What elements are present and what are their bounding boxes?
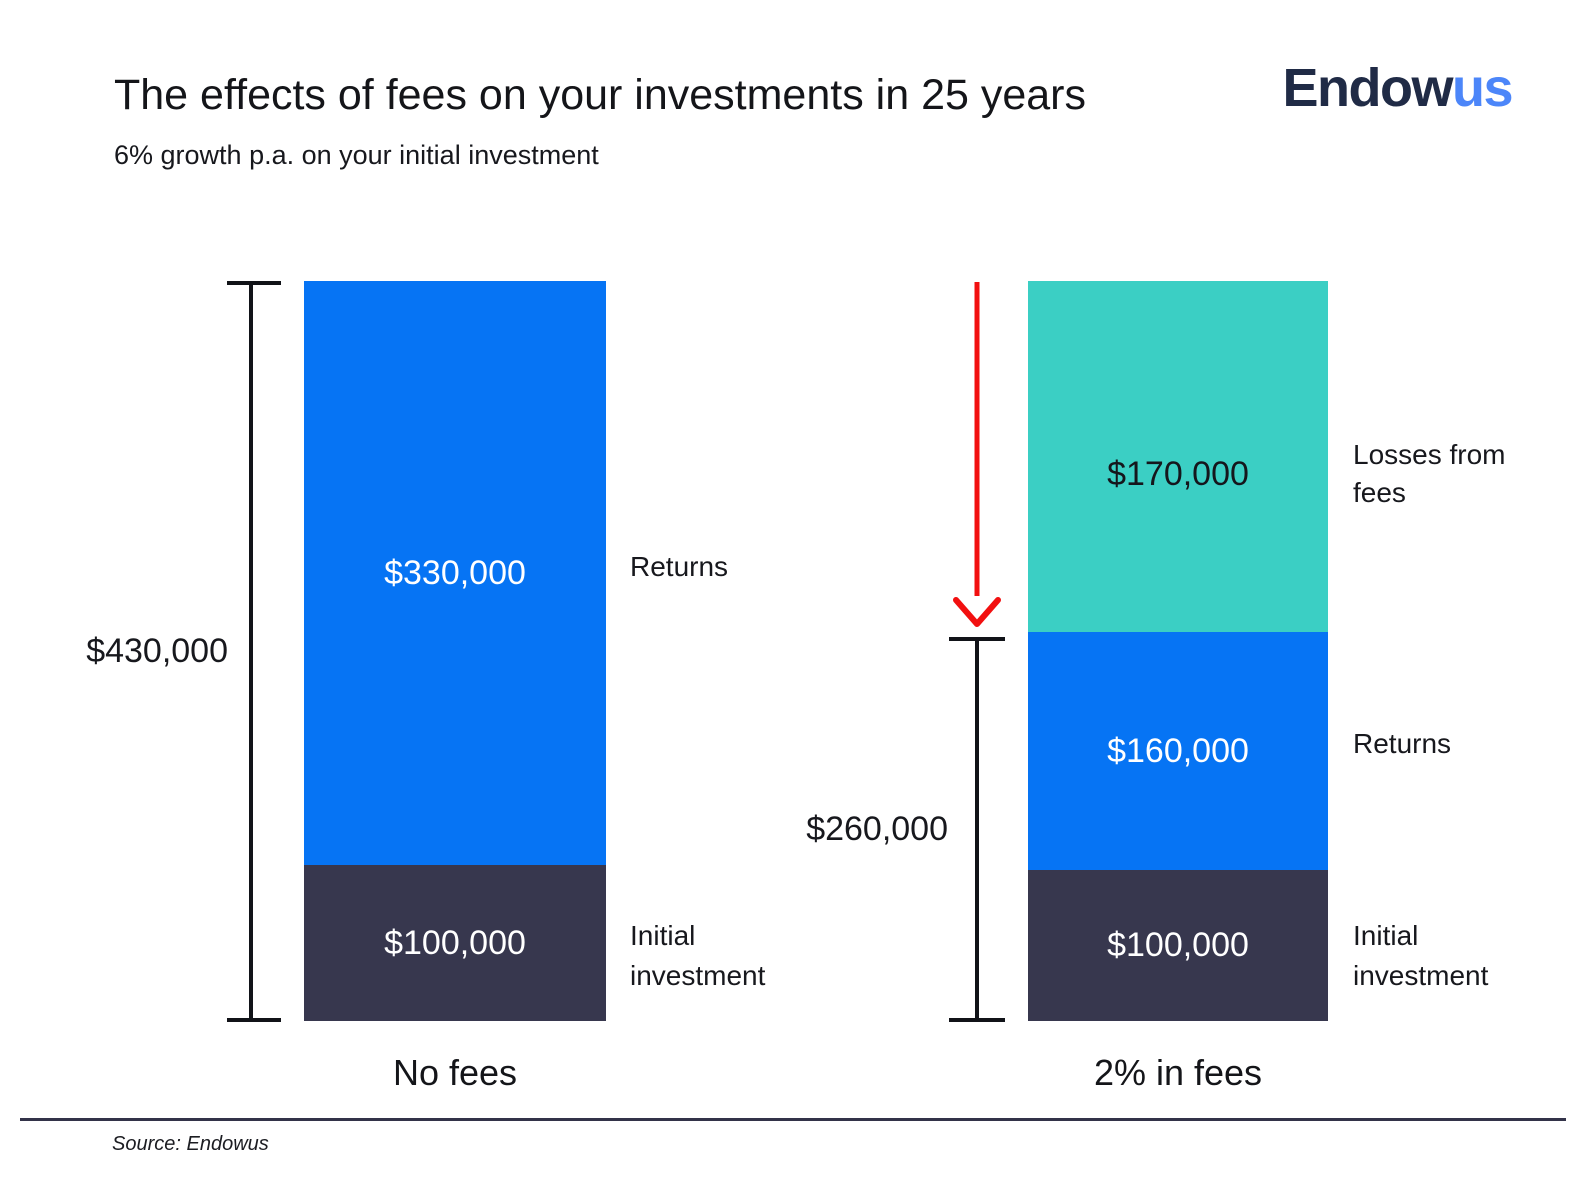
logo-text-us: us (1451, 58, 1514, 118)
right-bracket-bottom-tick (949, 1018, 1005, 1022)
loss-arrow-icon (953, 282, 1001, 627)
no-fees-axis-label: No fees (392, 1052, 518, 1093)
fees-initial-segment: $100,000 (1028, 870, 1328, 1021)
no-fees-returns-segment: $330,000 (304, 281, 606, 865)
no-fees-returns-label: Returns (630, 551, 729, 582)
fees-losses-value: $170,000 (1107, 455, 1249, 493)
logo-text-endow: Endow (1282, 58, 1453, 118)
right-total-label: $260,000 (806, 810, 948, 848)
page-title: The effects of fees on your investments … (114, 71, 1086, 119)
left-bracket-top-tick (227, 281, 281, 285)
left-total-label: $430,000 (86, 632, 228, 670)
no-fees-bar: $330,000 $100,000 (304, 281, 606, 1021)
source-text: Source: Endowus (112, 1133, 269, 1155)
endowus-logo: Endowus (1256, 58, 1514, 118)
left-bracket-bottom-tick (227, 1018, 281, 1022)
no-fees-initial-label: Initial investment (630, 920, 766, 991)
no-fees-returns-value: $330,000 (384, 553, 526, 592)
fees-axis-label: 2% in fees (1093, 1052, 1263, 1093)
fees-initial-label: Initial investment (1353, 920, 1489, 991)
fees-returns-value: $160,000 (1107, 731, 1249, 770)
fees-losses-segment: $170,000 (1028, 281, 1328, 632)
fees-bar: $170,000 $160,000 $100,000 (1028, 281, 1328, 1021)
fees-losses-label: Losses from fees (1353, 439, 1506, 508)
footer-divider (20, 1118, 1566, 1121)
left-bracket-line (249, 281, 253, 1022)
right-bracket-line (975, 637, 979, 1022)
no-fees-initial-value: $100,000 (384, 923, 526, 962)
right-bracket-top-tick (949, 637, 1005, 641)
page-subtitle: 6% growth p.a. on your initial investmen… (114, 140, 599, 170)
fees-returns-label: Returns (1353, 728, 1452, 759)
fees-returns-segment: $160,000 (1028, 632, 1328, 870)
fees-initial-value: $100,000 (1107, 926, 1249, 964)
no-fees-initial-segment: $100,000 (304, 865, 606, 1021)
